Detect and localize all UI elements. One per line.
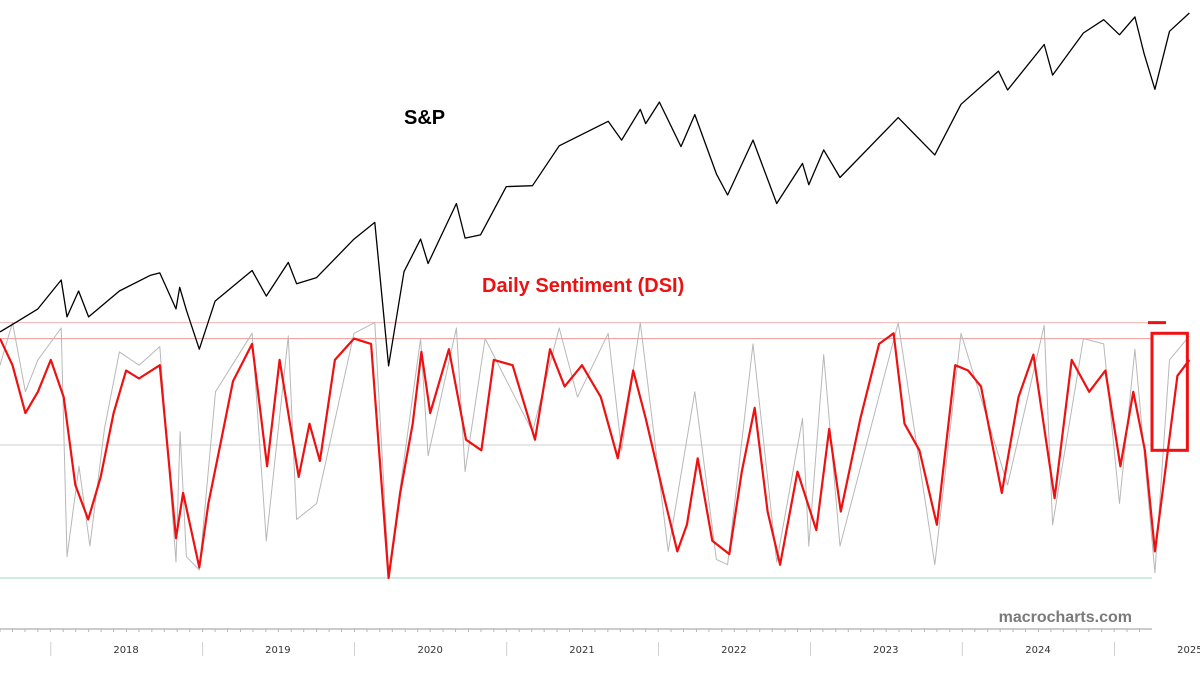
x-tick-label: 2021: [569, 645, 594, 656]
x-tick-label: 2019: [265, 645, 290, 656]
x-tick-label: 2025: [1177, 645, 1200, 656]
x-tick-label: 2024: [1025, 645, 1050, 656]
dsi-label: Daily Sentiment (DSI): [482, 275, 684, 297]
series-line-dsi-smoothed: [0, 332, 1191, 580]
x-tick-label: 2020: [417, 645, 442, 656]
series-line-dsi-raw: [0, 322, 1190, 574]
highlight-box: [1150, 331, 1189, 452]
sp-label: S&P: [404, 107, 445, 129]
series-line-sp: [0, 12, 1190, 367]
watermark: macrocharts.com: [999, 609, 1132, 626]
x-tick-label: 2022: [721, 645, 746, 656]
highlight-layer: [1148, 321, 1189, 452]
series-layer: [0, 12, 1191, 580]
x-axis: 2018 2019 2020 2021 2022 2023 2024 2025: [0, 628, 1200, 656]
x-tick-label: 2018: [113, 645, 138, 656]
x-tick-label: 2023: [873, 645, 898, 656]
